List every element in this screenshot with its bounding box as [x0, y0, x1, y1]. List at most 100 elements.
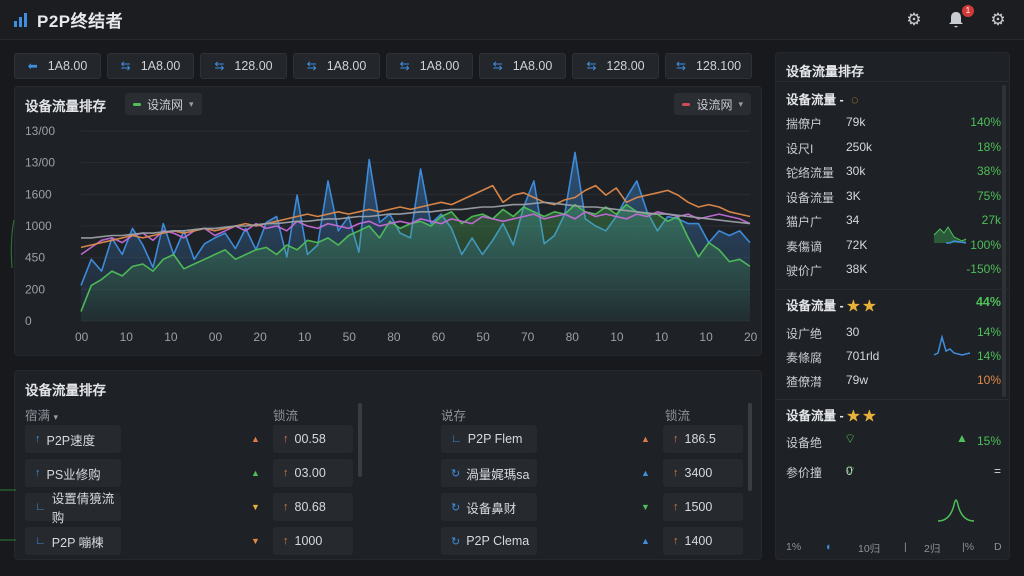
stat-value: 128.00 [606, 59, 645, 73]
summary-row[interactable]: 设广绝 30 14% [786, 325, 1001, 343]
footer-item[interactable]: |% [962, 541, 975, 553]
x-tick-label: 10 [120, 330, 134, 344]
stat-value: 1A8.00 [140, 59, 181, 73]
series-line [81, 201, 751, 239]
x-tick-label: 70 [521, 330, 535, 344]
row-value: 3400 [684, 466, 713, 480]
scrollbar-right[interactable] [748, 403, 752, 491]
row-value: 1400 [684, 534, 713, 548]
column-header-name[interactable]: 宿满 ▾ [25, 409, 59, 423]
stat-box[interactable]: ⇆ 1A8.00 [107, 53, 194, 79]
summary-row[interactable]: 设备流量 3K 75% [786, 189, 1001, 207]
row-percent: 140% [970, 115, 1001, 129]
column-header-name-right[interactable]: 说存 [441, 409, 467, 423]
chart-title: 设备流量排存 [25, 99, 106, 114]
table-row-name[interactable]: ↻ 渦量娓瑪sa [441, 459, 537, 487]
summary-row[interactable]: 参价撞 0 = [786, 464, 1001, 482]
trend-indicator-icon: ▲ [251, 468, 260, 478]
transfer-arrow-icon: ⇆ [399, 59, 410, 73]
row-label: 揣僚户 [786, 117, 823, 131]
table-row-value[interactable]: ↑ 1500 [663, 493, 743, 521]
stat-box[interactable]: ⇆ 1A8.00 [479, 53, 566, 79]
table-row-value[interactable]: ↑ 1400 [663, 527, 743, 555]
stat-box[interactable]: ⇆ 1A8.00 [386, 53, 473, 79]
table-row-value[interactable]: ↑ 80.68 [273, 493, 353, 521]
table-row-name[interactable]: ↻ P2P Clema [441, 527, 537, 555]
chart-filter-dropdown-left[interactable]: 设流网 ▾ [125, 93, 202, 115]
top-bar: P2P终结者 ⚙ 1 ⚙ [0, 0, 1024, 40]
row-value: 3K [846, 188, 861, 203]
row-label: 驶价广 [786, 264, 823, 278]
summary-row[interactable]: 猫户广 34 27k [786, 213, 1001, 231]
up-arrow-icon: ↑ [283, 467, 289, 479]
row-value: 34 [846, 213, 860, 227]
row-percent: 38% [976, 164, 1001, 178]
row-label: 奏條腐 [786, 351, 823, 365]
table-row-name[interactable]: ∟ P2P Flem [441, 425, 537, 453]
row-percent: 14% [976, 349, 1001, 363]
row-indicator-icon: ↑ [35, 467, 41, 479]
summary-row[interactable]: 奏條腐 701rld 14% [786, 349, 1001, 367]
table-row-name[interactable]: ∟ 设置倩獍流购 [25, 492, 121, 525]
chart-filter-dropdown-right[interactable]: 设流网 ▾ [674, 93, 751, 115]
table-row-name[interactable]: ↑ P2P速度 [25, 425, 121, 453]
footer-item[interactable]: 10归 [858, 543, 881, 555]
footer-item[interactable]: D [994, 541, 1002, 553]
summary-row[interactable]: 设备绝 15% [786, 434, 1001, 452]
bell-icon[interactable]: 1 [944, 5, 974, 32]
stat-box[interactable]: ⇆ 1A8.00 [293, 53, 380, 79]
row-value: 79w [846, 373, 869, 387]
table-row-value[interactable]: ↑ 00.58 [273, 425, 353, 453]
scrollbar-left[interactable] [358, 403, 362, 477]
sparkline-mini-chart-1 [933, 226, 967, 244]
summary-row[interactable]: 揣僚户 79k 140% [786, 115, 1001, 133]
footer-item[interactable]: 2归 [924, 543, 941, 555]
row-name: P2P Clema [466, 534, 530, 548]
traffic-chart-panel: 13/00 13/00 1600 1000 450 200 0 00 10 10 00 20 10 50 8… [14, 86, 762, 356]
wifi-icon: ⌔ [844, 463, 857, 478]
footer-item[interactable]: ◐ [826, 541, 833, 553]
column-header-value[interactable]: 锁流 [273, 409, 299, 423]
row-value: 79k [846, 115, 866, 129]
row-value: 1500 [684, 500, 713, 514]
y-tick-label: 1600 [25, 187, 52, 201]
y-tick-label: 13/00 [25, 124, 55, 138]
column-header-value-right[interactable]: 锁流 [665, 409, 691, 423]
x-tick-label: 00 [209, 330, 223, 344]
table-row-name[interactable]: ∟ P2P 嘣楝 [25, 527, 121, 555]
summary-row[interactable]: 奏傷谪 72K 100% [786, 238, 1001, 256]
footer-item[interactable]: | [904, 541, 907, 553]
transfer-arrow-icon: ⇆ [306, 59, 317, 73]
star-rating-icon: ★ ★ [847, 409, 876, 423]
table-row-name[interactable]: ↑ PS业修购 [25, 459, 121, 487]
stat-box[interactable]: ⬅ 1A8.00 [14, 53, 101, 79]
app-title: P2P终结者 [37, 12, 124, 31]
footer-item[interactable]: 1% [786, 541, 802, 553]
decorative-edge-lines [0, 219, 16, 541]
summary-row[interactable]: 铊络流量 30k 38% [786, 164, 1001, 182]
table-row-name[interactable]: ↻ 设备鼻财 [441, 493, 537, 521]
row-label: 铊络流量 [786, 166, 835, 180]
stat-box[interactable]: ⇆ 128.00 [572, 53, 659, 79]
summary-row[interactable]: 驶价广 38K -150% [786, 262, 1001, 280]
table-row-value[interactable]: ↑ 03.00 [273, 459, 353, 487]
stat-box[interactable]: ⇆ 128.100 [665, 53, 752, 79]
row-percent: 14% [976, 325, 1001, 339]
stat-box[interactable]: ⇆ 128.00 [200, 53, 287, 79]
row-label: 设广绝 [786, 327, 823, 341]
summary-row[interactable]: 猹僚潸 79w 10% [786, 373, 1001, 391]
settings-icon[interactable]: ⚙ [906, 10, 922, 29]
right-panel-scrollbar[interactable] [1002, 85, 1006, 397]
row-name: P2P Flem [467, 432, 523, 446]
table-row-value[interactable]: ↑ 3400 [663, 459, 743, 487]
table-row-value[interactable]: ↑ 1000 [273, 527, 353, 555]
trend-indicator-icon: ▲ [641, 536, 650, 546]
x-tick-label: 10 [298, 330, 312, 344]
row-name: P2P速度 [46, 433, 96, 448]
series-color-swatch [682, 102, 691, 106]
network-settings-icon[interactable]: ⚙ [990, 10, 1006, 29]
row-label: 设备绝 [786, 436, 823, 450]
up-arrow-icon: ↑ [673, 535, 679, 547]
table-row-value[interactable]: ↑ 186.5 [663, 425, 743, 453]
summary-row[interactable]: 设尺I 250k 18% [786, 140, 1001, 158]
